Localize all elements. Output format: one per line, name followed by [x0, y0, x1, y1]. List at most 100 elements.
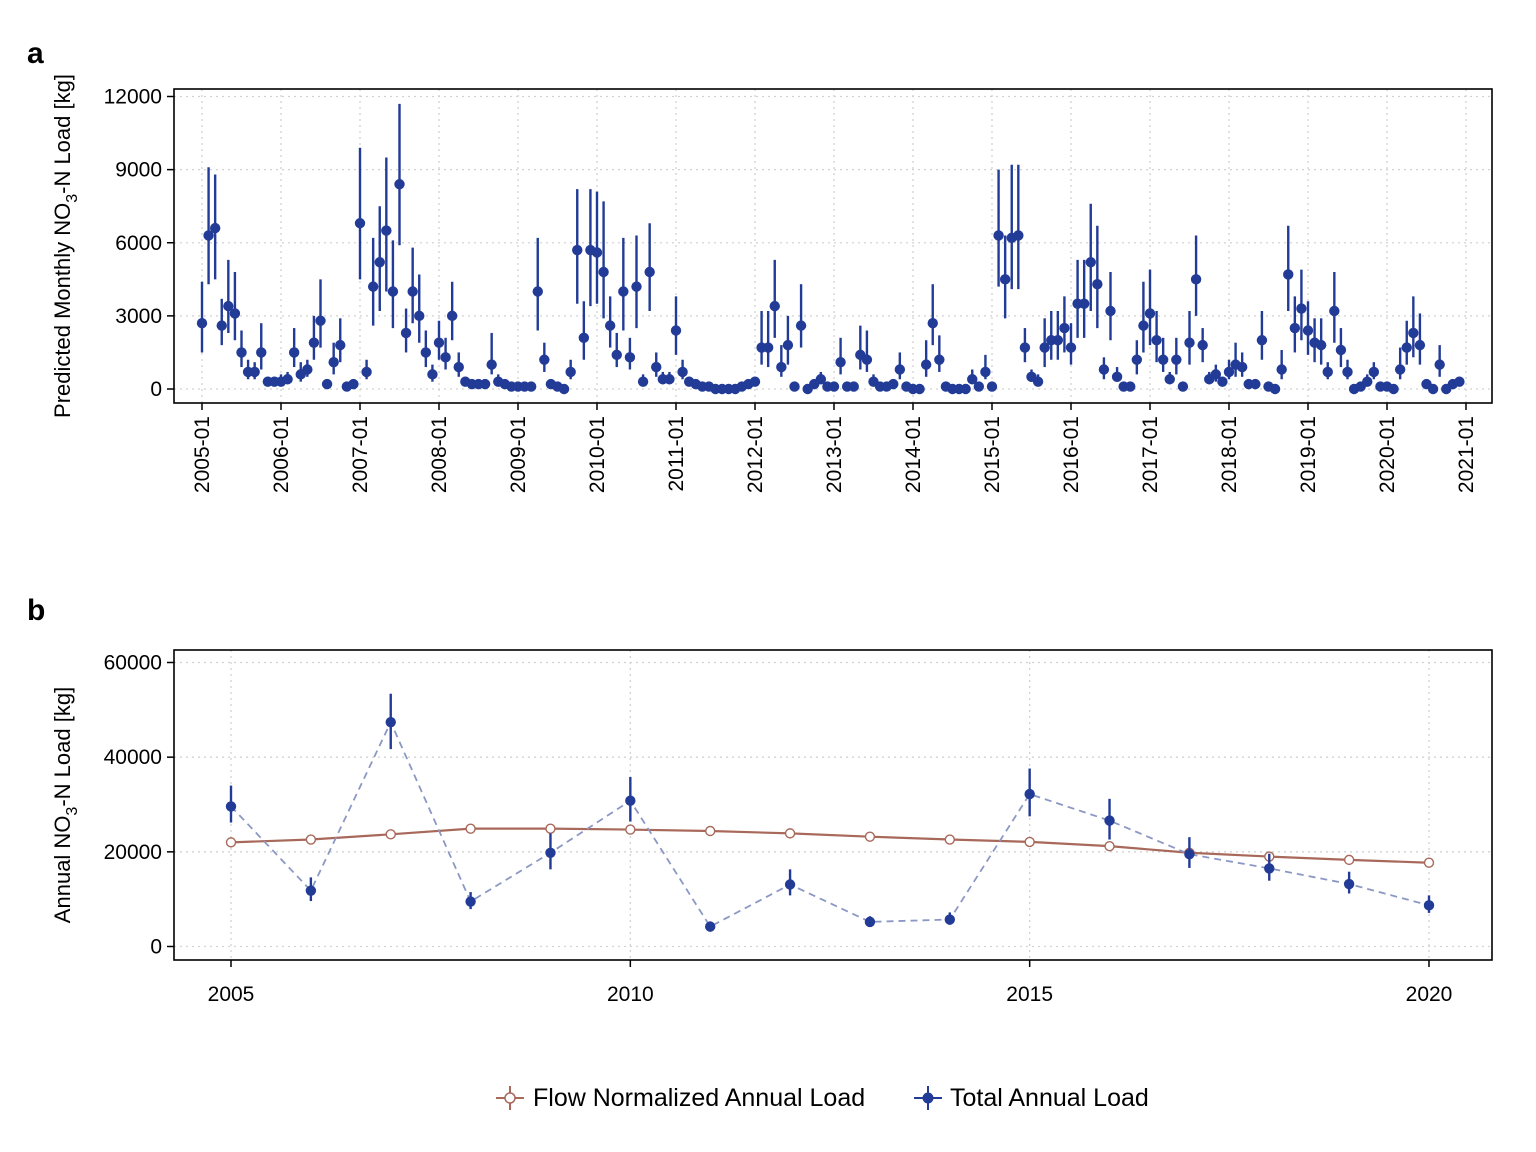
panel-a-x-tick-label: 2021-01: [1455, 416, 1478, 493]
panel-a-point: [203, 230, 214, 241]
panel-a-point: [927, 317, 938, 329]
panel-a-x-axis: 2005-01 2006-01 2007-01 2008-01 2009-01 2010-…: [191, 403, 1478, 493]
panel-a-point: [1125, 381, 1136, 392]
panel-b-point-flow-normalized: [545, 823, 556, 834]
panel-a-point: [1322, 366, 1333, 378]
panel-a-point: [1065, 342, 1077, 353]
panel-b-point-total: [385, 716, 396, 728]
panel-a-point: [762, 342, 774, 353]
panel-a-point: [1276, 364, 1287, 375]
panel-a-point: [407, 286, 418, 297]
panel-a-point: [578, 332, 590, 344]
panel-a-x-tick-label: 2015-01: [981, 416, 1004, 493]
panel-a-x-tick-label: 2007-01: [349, 416, 372, 493]
panel-b-point-flow-normalized: [864, 831, 876, 842]
panel-a-point: [1434, 359, 1445, 370]
panel-a-point: [328, 356, 339, 368]
panel-a-x-tick-label: 2008-01: [428, 416, 451, 493]
panel-a-point: [782, 339, 794, 351]
panel-a-point: [1052, 335, 1064, 346]
panel-a-point: [1342, 366, 1353, 378]
panel-a-point: [815, 374, 827, 385]
panel-b-points: [225, 693, 1435, 932]
panel-b-point-flow-normalized: [1343, 854, 1355, 866]
panel-a-point: [980, 366, 991, 378]
panel-a-point: [321, 378, 333, 390]
panel-a-x-tick-label: 2010-01: [586, 416, 609, 493]
panel-a-point: [631, 281, 642, 292]
panel-a-y-tick-label: 12000: [104, 86, 162, 109]
panel-a-point: [1171, 354, 1182, 365]
panel-a-y-tick-label: 9000: [115, 159, 162, 182]
panel-a-point: [223, 300, 234, 312]
panel-a-point: [677, 366, 688, 378]
panel-a-point: [249, 366, 260, 378]
panel-a-point: [1151, 335, 1162, 346]
panel-b-y-axis: 0 20000 40000 60000: [104, 652, 174, 959]
panel-a-point: [1236, 361, 1248, 373]
panel-a-point: [670, 325, 682, 336]
panel-a-point: [1414, 339, 1426, 351]
panel-b-point-total: [1264, 863, 1275, 874]
panel-a-point: [789, 381, 800, 392]
panel-b-point-flow-normalized: [705, 825, 716, 837]
panel-b-y-tick-label: 60000: [104, 652, 162, 675]
panel-b-line-total: [230, 719, 1430, 928]
panel-a-point: [256, 347, 267, 358]
panel-a-point: [427, 369, 438, 380]
panel-a-x-tick-label: 2012-01: [744, 416, 767, 493]
panel-a-point: [1269, 383, 1281, 395]
panel-a-point: [888, 378, 899, 390]
panel-b-point-total: [545, 847, 556, 858]
panel-b-point-total: [1184, 849, 1195, 860]
panel-a-point: [315, 315, 326, 326]
panel-a-point: [387, 286, 399, 297]
panel-a-point: [637, 376, 649, 387]
panel-a-point: [216, 320, 227, 331]
panel-a-point: [440, 352, 451, 363]
panel-a-point: [288, 347, 300, 358]
panel-a-point: [1329, 305, 1340, 317]
panel-a-point: [1335, 344, 1347, 356]
panel-a-point: [618, 286, 629, 297]
panel-b-point-flow-normalized: [1423, 857, 1435, 868]
panel-a-point: [1184, 337, 1195, 348]
panel-a-x-tick-label: 2017-01: [1139, 416, 1162, 493]
panel-a-point: [196, 317, 208, 329]
panel-b-point-total: [305, 885, 317, 896]
panel-a-point: [1019, 342, 1031, 353]
panel-a-point: [236, 347, 247, 358]
panel-a-point: [1059, 322, 1070, 334]
legend-key-total: [914, 1086, 942, 1110]
panel-a-y-axis: 0 3000 6000 9000 12000: [104, 86, 174, 401]
panel-b-point-flow-normalized: [305, 834, 317, 845]
panel-b-y-tick-label: 40000: [104, 746, 162, 769]
panel-b-point-total: [225, 801, 237, 812]
panel-a-point: [1177, 381, 1189, 392]
panel-a: a 0 3000 6000 9000 12000 2005-01 2006-01 2007-…: [27, 37, 1493, 493]
panel-a-point: [1190, 274, 1202, 285]
panel-a-tag: a: [27, 37, 44, 70]
panel-b-grid: [174, 650, 1492, 960]
panel-a-point: [1408, 327, 1419, 339]
panel-b-point-total: [1343, 878, 1355, 890]
panel-a-point: [394, 179, 405, 190]
panel-b-x-axis: 2005 2010 2015 2020: [208, 960, 1452, 1006]
panel-b-point-total: [944, 914, 955, 925]
panel-a-point: [967, 374, 978, 385]
panel-a-point: [525, 381, 537, 392]
panel-a-point: [354, 218, 366, 229]
panel-b-point-flow-normalized: [944, 834, 955, 845]
panel-a-point: [1217, 376, 1228, 387]
panel-b-point-total: [1024, 788, 1035, 800]
panel-b-lines: [230, 719, 1430, 928]
panel-a-point: [302, 364, 313, 375]
panel-a-point: [1078, 298, 1090, 309]
panel-a-point: [604, 320, 616, 331]
panel-a-point: [1283, 269, 1294, 280]
panel-a-point: [769, 300, 780, 312]
panel-b-point-flow-normalized: [625, 824, 636, 835]
panel-a-grid: [174, 89, 1492, 403]
panel-a-point: [828, 381, 840, 392]
